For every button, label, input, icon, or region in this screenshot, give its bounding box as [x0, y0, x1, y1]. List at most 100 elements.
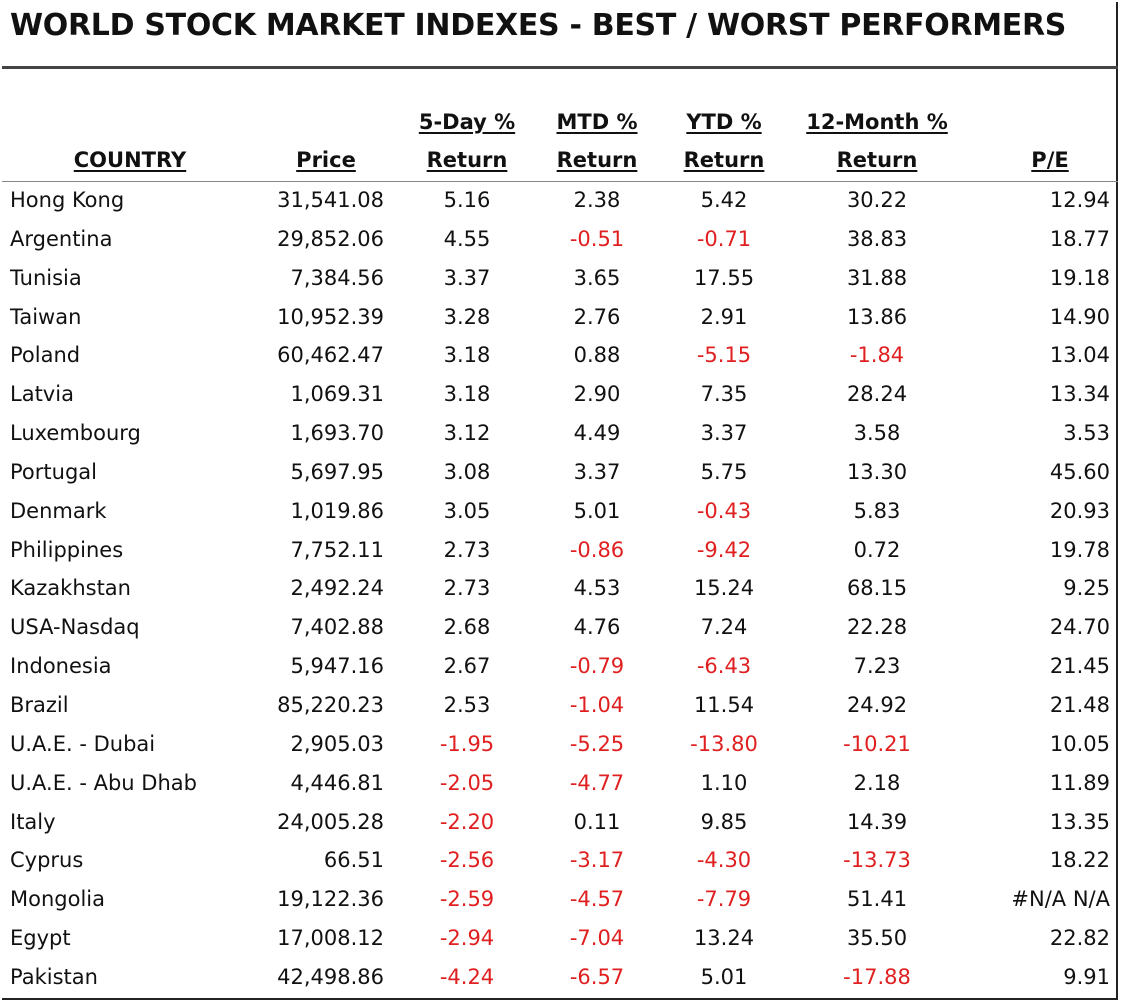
cell-12month-return: 24.92	[846, 692, 908, 717]
cell-country: Brazil	[10, 692, 69, 717]
cell-ytd-return: 2.91	[700, 304, 748, 329]
cell-mtd-return: 3.37	[573, 459, 621, 484]
cell-12month-return: 3.58	[853, 421, 901, 446]
cell-5day-return: 3.12	[443, 421, 491, 446]
cell-5day-return: 3.08	[443, 459, 491, 484]
cell-mtd-return: -7.04	[569, 926, 625, 951]
cell-pe: #N/A N/A	[1011, 887, 1110, 912]
cell-mtd-return: -5.25	[569, 731, 625, 756]
cell-pe: 13.04	[1049, 343, 1110, 368]
cell-mtd-return: 2.38	[573, 188, 621, 212]
cell-5day-return: 2.53	[443, 692, 491, 717]
cell-5day-return: -4.24	[439, 964, 495, 989]
table-row: Mongolia 19,122.36 -2.59 -4.57 -7.79 51.41 #N/…	[0, 881, 1118, 920]
cell-12month-return: -17.88	[843, 964, 911, 989]
cell-12month-return: -13.73	[843, 848, 911, 873]
cell-5day-return: 3.18	[443, 382, 491, 407]
table-row: Hong Kong 31,541.08 5.16 2.38 5.42 30.22 12.94	[0, 182, 1118, 221]
header-ytd-top: YTD %	[686, 110, 762, 134]
cell-price: 31,541.08	[277, 188, 384, 212]
cell-price: 7,384.56	[290, 265, 384, 290]
cell-mtd-return: -3.17	[569, 848, 625, 873]
cell-pe: 19.18	[1049, 265, 1110, 290]
cell-mtd-return: 4.53	[573, 576, 621, 601]
cell-country: Philippines	[10, 537, 124, 562]
cell-country: Tunisia	[10, 265, 82, 290]
cell-ytd-return: 7.35	[700, 382, 748, 407]
cell-price: 2,492.24	[290, 576, 384, 601]
cell-5day-return: -2.20	[439, 809, 495, 834]
cell-5day-return: 2.73	[443, 576, 491, 601]
cell-mtd-return: 2.90	[573, 382, 621, 407]
cell-ytd-return: 15.24	[693, 576, 755, 601]
cell-5day-return: -2.59	[439, 887, 495, 912]
table-row: Brazil 85,220.23 2.53 -1.04 11.54 24.92 21.48	[0, 687, 1118, 726]
table-row: Egypt 17,008.12 -2.94 -7.04 13.24 35.50 22.82	[0, 920, 1118, 959]
cell-mtd-return: -0.51	[569, 226, 625, 251]
cell-country: U.A.E. - Dubai	[10, 731, 156, 756]
cell-ytd-return: -13.80	[690, 731, 758, 756]
cell-country: Italy	[10, 809, 56, 834]
cell-country: Pakistan	[10, 964, 98, 989]
cell-pe: 24.70	[1049, 615, 1110, 640]
cell-12month-return: 28.24	[846, 382, 908, 407]
cell-12month-return: 31.88	[846, 265, 908, 290]
cell-5day-return: 3.05	[443, 498, 491, 523]
cell-mtd-return: 4.49	[573, 421, 621, 446]
cell-12month-return: 5.83	[853, 498, 901, 523]
cell-ytd-return: 13.24	[693, 926, 755, 951]
cell-5day-return: 3.28	[443, 304, 491, 329]
cell-country: Argentina	[10, 226, 113, 251]
cell-country: Egypt	[10, 926, 71, 951]
cell-pe: 19.78	[1049, 537, 1110, 562]
table-row: Latvia 1,069.31 3.18 2.90 7.35 28.24 13.34	[0, 376, 1118, 415]
cell-5day-return: 4.55	[443, 226, 491, 251]
cell-price: 4,446.81	[290, 770, 384, 795]
table-row: Luxembourg 1,693.70 3.12 4.49 3.37 3.58 3.53	[0, 415, 1118, 454]
cell-pe: 18.77	[1049, 226, 1110, 251]
cell-5day-return: -2.94	[439, 926, 495, 951]
cell-pe: 3.53	[1063, 421, 1110, 446]
cell-pe: 9.25	[1063, 576, 1110, 601]
header-country: COUNTRY	[73, 148, 187, 172]
cell-mtd-return: 2.76	[573, 304, 621, 329]
cell-ytd-return: -5.15	[696, 343, 752, 368]
cell-12month-return: 7.23	[853, 654, 901, 679]
header-12month-top: 12-Month %	[806, 110, 948, 134]
cell-ytd-return: 5.75	[700, 459, 748, 484]
header-5day-top: 5-Day %	[418, 110, 516, 134]
cell-12month-return: 13.86	[846, 304, 908, 329]
cell-mtd-return: 3.65	[573, 265, 621, 290]
cell-mtd-return: 0.11	[573, 809, 621, 834]
header-mtd-top: MTD %	[556, 110, 638, 134]
cell-price: 24,005.28	[277, 809, 384, 834]
cell-ytd-return: -9.42	[696, 537, 752, 562]
cell-country: Cyprus	[10, 848, 84, 873]
cell-price: 7,752.11	[290, 537, 384, 562]
cell-12month-return: 22.28	[846, 615, 908, 640]
table-row: U.A.E. - Abu Dhab 4,446.81 -2.05 -4.77 1.10 2…	[0, 765, 1118, 804]
cell-ytd-return: -6.43	[696, 654, 752, 679]
cell-price: 85,220.23	[277, 692, 384, 717]
header-12month-bottom: Return	[836, 148, 918, 172]
table-row: Indonesia 5,947.16 2.67 -0.79 -6.43 7.23 21.45	[0, 648, 1118, 687]
cell-ytd-return: 9.85	[700, 809, 748, 834]
cell-country: Mongolia	[10, 887, 105, 912]
table-frame	[2, 2, 1118, 1000]
cell-country: USA-Nasdaq	[10, 615, 140, 640]
cell-12month-return: 51.41	[846, 887, 908, 912]
table-row: Philippines 7,752.11 2.73 -0.86 -9.42 0.72 19.…	[0, 532, 1118, 571]
cell-pe: 10.05	[1049, 731, 1110, 756]
title-divider	[2, 66, 1118, 69]
cell-price: 29,852.06	[277, 226, 384, 251]
cell-price: 19,122.36	[277, 887, 384, 912]
cell-5day-return: 2.68	[443, 615, 491, 640]
cell-5day-return: -2.05	[439, 770, 495, 795]
table-divider	[2, 181, 1118, 182]
cell-country: Poland	[10, 343, 81, 368]
cell-pe: 22.82	[1049, 926, 1110, 951]
cell-12month-return: 68.15	[846, 576, 908, 601]
cell-ytd-return: 17.55	[693, 265, 755, 290]
cell-country: Hong Kong	[10, 188, 125, 212]
cell-12month-return: 14.39	[846, 809, 908, 834]
